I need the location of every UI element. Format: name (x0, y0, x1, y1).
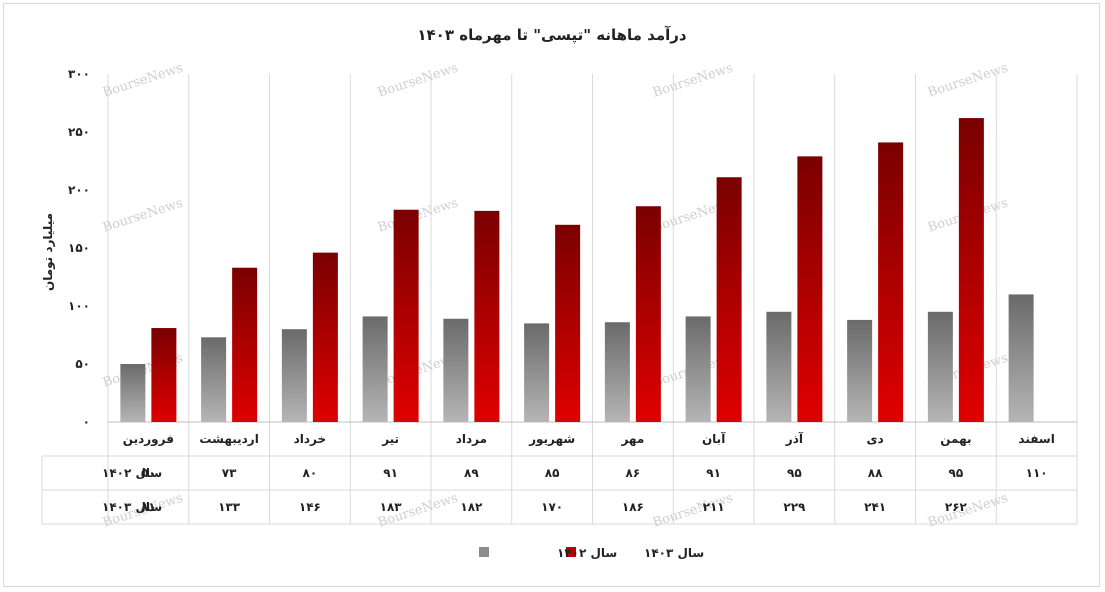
watermark-text: BourseNews (376, 61, 460, 101)
bars (120, 118, 1034, 423)
bar-1403 (797, 156, 823, 423)
bar-1403 (474, 210, 500, 422)
table-cell-value: ۱۳۳ (218, 500, 241, 514)
bar-1402 (201, 337, 227, 422)
bar-1402 (604, 322, 630, 422)
table-cell-value: ۱۸۲ (460, 500, 483, 514)
gridlines (107, 74, 1078, 524)
y-tick-label: ۰ (83, 415, 90, 429)
legend-label: سال ۱۴۰۲ (557, 546, 617, 560)
table-cell-value: ۷۳ (222, 466, 237, 480)
category-label: دی (867, 432, 884, 446)
table-cell-value: ۱۷۰ (541, 500, 563, 514)
table-cell-value: ۱۸۳ (380, 500, 403, 514)
bar-1402 (927, 311, 953, 422)
bar-1403 (312, 252, 338, 422)
legend: سال ۱۴۰۳ سال ۱۴۰۲ (479, 546, 704, 560)
table-cell-value: ۸۸ (868, 466, 883, 480)
watermark-text: BourseNews (926, 491, 1010, 531)
watermark-text: BourseNews (926, 61, 1010, 101)
table-row-label: سال ۱۴۰۲ (102, 466, 162, 480)
category-label: تیر (381, 432, 399, 446)
y-tick-label: ۲۵۰ (68, 125, 90, 139)
bar-1403 (635, 206, 661, 422)
legend-swatch-1402 (479, 547, 489, 557)
y-tick-label: ۲۰۰ (68, 183, 90, 197)
category-label: اردیبهشت (199, 432, 258, 446)
bar-1403 (716, 177, 742, 422)
y-tick-label: ۳۰۰ (68, 67, 90, 81)
bar-1402 (281, 329, 307, 422)
table-cell-value: ۸۶ (626, 466, 641, 480)
bar-1402 (766, 311, 792, 422)
bar-1402 (1008, 294, 1034, 422)
category-label: فروردین (123, 432, 174, 447)
table-cell-value: ۹۱ (706, 466, 721, 480)
table-cell-value: ۹۱ (383, 466, 398, 480)
table-cell-value: ۸۱ (141, 500, 156, 514)
watermark-text: BourseNews (101, 196, 185, 236)
bar-1402 (524, 323, 550, 422)
watermark-text: BourseNews (651, 61, 735, 101)
table-cell-value: ۸۵ (545, 466, 560, 480)
bar-chart: BourseNews BourseNews BourseNews BourseNews… (41, 26, 1078, 560)
chart-frame: BourseNews BourseNews BourseNews BourseNews… (3, 3, 1100, 587)
bar-1403 (555, 224, 581, 422)
bar-1402 (362, 316, 388, 422)
table-row-label: سال ۱۴۰۳ (102, 500, 162, 514)
watermark-text: BourseNews (101, 61, 185, 101)
table-cell-value: ۲۱۱ (703, 500, 725, 514)
bar-1403 (958, 118, 984, 422)
category-label: مهر (620, 432, 644, 446)
table-cell-value: ۸۰ (303, 466, 318, 480)
bar-1402 (847, 319, 873, 422)
category-label: شهریور (528, 432, 575, 447)
category-label: بهمن (940, 432, 971, 446)
bar-1402 (685, 316, 711, 422)
legend-label: سال ۱۴۰۳ (644, 546, 704, 560)
bar-1402 (120, 364, 146, 422)
bar-1403 (393, 209, 419, 422)
data-table: فروردین اردیبهشت خرداد تیر مرداد شهریور مهر آبا… (41, 431, 1077, 525)
category-label: آبان (702, 431, 726, 446)
category-label: مرداد (456, 432, 487, 446)
table-cell-value: ۲۲۹ (783, 500, 806, 514)
table-cell-value: ۸۹ (464, 466, 479, 480)
table-cell-value: ۹۵ (787, 466, 802, 480)
table-cell-value: ۱۱۰ (1026, 466, 1048, 480)
category-label: اسفند (1018, 432, 1054, 446)
chart-title: درآمد ماهانه "تپسی" تا مهرماه ۱۴۰۳ (417, 26, 687, 45)
y-axis-label: میلیارد تومان (41, 213, 56, 291)
table-cell-value: ۲۴۱ (864, 500, 886, 514)
y-tick-label: ۱۰۰ (68, 299, 90, 313)
table-cell-value: ۹۵ (949, 466, 964, 480)
y-axis-ticks: ۰ ۵۰ ۱۰۰ ۱۵۰ ۲۰۰ ۲۵۰ ۳۰۰ (68, 67, 90, 429)
y-tick-label: ۵۰ (75, 357, 90, 371)
table-cell-value: ۲۶۲ (945, 500, 968, 514)
table-cell-value: ۱۸۶ (622, 500, 644, 514)
bar-1403 (878, 142, 904, 422)
bar-1403 (151, 328, 177, 422)
table-cell-value: ۵۰ (141, 466, 156, 480)
legend-swatch-1403 (566, 547, 576, 557)
y-tick-label: ۱۵۰ (68, 241, 90, 255)
bar-1403 (232, 267, 258, 422)
table-cell-value: ۱۴۶ (299, 500, 321, 514)
category-label: آذر (785, 431, 804, 446)
bar-1402 (443, 318, 469, 422)
category-label: خرداد (294, 432, 327, 446)
